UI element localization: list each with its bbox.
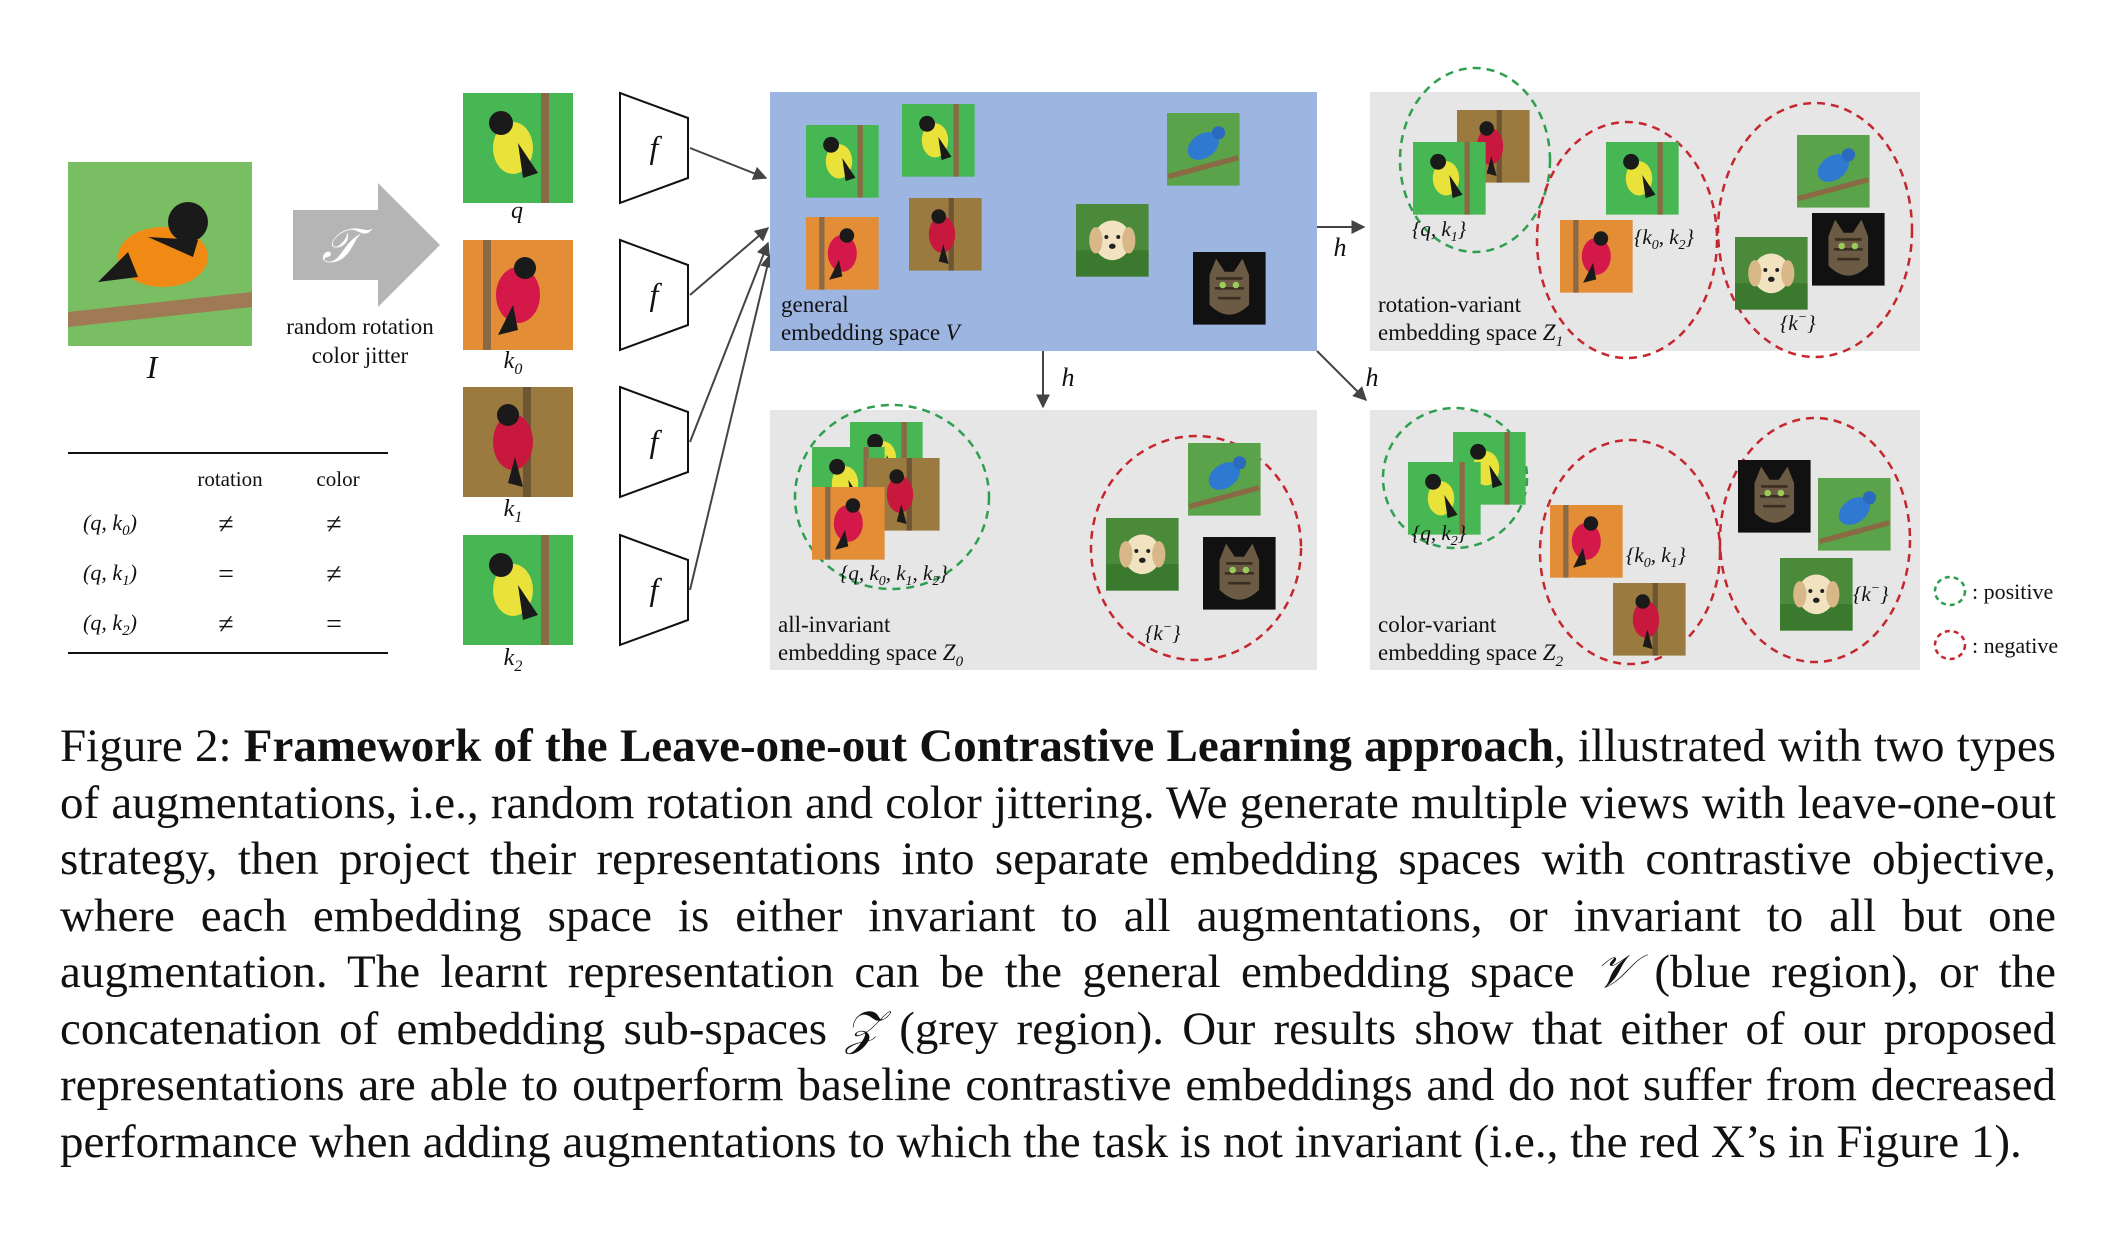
caption-symbol-v: 𝒱	[1594, 946, 1635, 998]
view-k0	[463, 240, 573, 350]
table-header-color: color	[316, 467, 359, 491]
caption-title: Framework of the Leave-one-out Contrasti…	[243, 720, 1554, 772]
legend-negative-label: : negative	[1972, 633, 2058, 658]
view-label-q: q	[511, 198, 523, 224]
inv-space-label-2: embedding space Z0	[778, 640, 964, 670]
view-label-k1: k1	[504, 496, 523, 526]
encoder-f-1: f	[619, 238, 689, 352]
general-space-label-1: general	[781, 292, 849, 317]
col-space-label-1: color-variant	[1378, 612, 1497, 637]
caption-body-1: , illustrated with two types of augmenta…	[60, 720, 2056, 998]
variance-table: rotation color (q, k0) ≠ ≠ (q, k1) = ≠ (…	[68, 452, 388, 654]
table-header-rotation: rotation	[197, 467, 263, 491]
col-pos-set: {q, k2}	[1412, 521, 1467, 549]
col-space-label-2: embedding space Z2	[1378, 640, 1564, 670]
encoder-f-2: f	[619, 385, 689, 499]
rot-space-label-2: embedding space Z1	[1378, 320, 1563, 350]
general-embedding-space: general embedding space V	[770, 92, 1317, 351]
legend-negative-marker	[1933, 629, 1967, 661]
legend: : positive : negative	[1933, 575, 2058, 661]
encoder-f-0: f	[619, 91, 689, 205]
rot-pos-set: {q, k1}	[1412, 217, 1467, 245]
general-space-label-2: embedding space V	[781, 320, 963, 345]
table-cell-0-rotation: ≠	[218, 509, 233, 540]
table-cell-1-color: ≠	[326, 559, 341, 590]
view-k1	[463, 387, 573, 497]
view-q	[463, 93, 573, 203]
transform-caption-2: color jitter	[312, 343, 409, 368]
caption-body-3: (grey region). Our results show that eit…	[60, 1002, 2056, 1168]
legend-positive-marker	[1933, 575, 1967, 607]
table-pair-1: (q, k1)	[83, 560, 137, 589]
rot-space-label-1: rotation-variant	[1378, 292, 1522, 317]
caption-body-2: (blue region), or the concatenation of e…	[60, 946, 2056, 1055]
all-invariant-space: {q, k0, k1, k2} {k−} all-invariant embed…	[770, 403, 1317, 670]
table-cell-0-color: ≠	[326, 509, 341, 540]
transform-arrow	[293, 183, 440, 307]
rot-neg-set: {k−}	[1780, 310, 1816, 335]
table-cell-1-rotation: =	[218, 559, 234, 590]
table-pair-2: (q, k2)	[83, 610, 137, 639]
view-k2	[463, 535, 573, 645]
figure-caption: Figure 2: Framework of the Leave-one-out…	[60, 718, 2056, 1170]
head-label-col: h	[1366, 363, 1379, 392]
inv-neg-set: {k−}	[1145, 620, 1181, 645]
rotation-variant-space: {q, k1} {k0, k2} {k−} rotation-variant e…	[1370, 66, 1920, 360]
inv-pos-set: {q, k0, k1, k2}	[840, 561, 948, 589]
table-cell-2-color: =	[326, 609, 342, 640]
view-label-k2: k2	[504, 645, 523, 675]
table-pair-0: (q, k0)	[83, 510, 137, 539]
inv-space-label-1: all-invariant	[778, 612, 891, 637]
table-cell-2-rotation: ≠	[218, 609, 233, 640]
framework-figure: I 𝒯 random rotation color jitter rotatio…	[68, 66, 2058, 675]
legend-positive-label: : positive	[1972, 579, 2053, 604]
caption-symbol-z: 𝒵	[845, 1002, 882, 1055]
col-mid-set: {k0, k1}	[1626, 543, 1687, 571]
head-label-rot: h	[1334, 233, 1347, 262]
encoder-f-3: f	[619, 533, 689, 647]
col-neg-set: {k−}	[1853, 581, 1889, 606]
input-image	[68, 162, 252, 346]
rot-mid-set: {k0, k2}	[1634, 225, 1695, 253]
input-label: I	[146, 349, 159, 385]
view-label-k0: k0	[504, 348, 523, 378]
transform-caption-1: random rotation	[286, 314, 434, 339]
head-label-inv: h	[1062, 363, 1075, 392]
caption-prefix: Figure 2:	[60, 720, 244, 772]
color-variant-space: {q, k2} {k0, k1} {k−} color-variant embe…	[1370, 406, 1920, 670]
